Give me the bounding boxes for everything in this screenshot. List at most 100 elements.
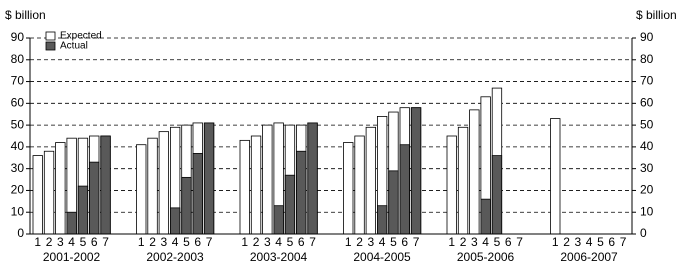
bar	[169, 207, 181, 235]
bar	[376, 205, 388, 235]
y-axis-label: $ billion	[5, 8, 46, 22]
x-tick-label: 6	[608, 235, 615, 249]
x-group-label: 2001-2002	[43, 250, 101, 264]
x-tick-label: 2	[46, 235, 53, 249]
y2-tick-label: 90	[640, 30, 654, 44]
x-tick-label: 1	[138, 235, 145, 249]
y-tick-label: 10	[11, 204, 25, 218]
x-tick-label: 5	[494, 235, 501, 249]
x-tick-label: 1	[448, 235, 455, 249]
bar	[480, 198, 491, 235]
bar	[550, 118, 561, 235]
bar	[147, 137, 158, 235]
bar	[365, 126, 377, 235]
bar	[43, 150, 55, 235]
x-tick-label: 2	[563, 235, 570, 249]
y2-tick-label: 50	[640, 117, 654, 131]
x-group-label: 2004-2005	[353, 250, 411, 264]
x-tick-label: 5	[183, 235, 190, 249]
x-tick-label: 7	[413, 235, 420, 249]
x-tick-label: 4	[379, 235, 386, 249]
bar	[273, 205, 284, 235]
y-tick-label: 70	[11, 74, 25, 88]
x-tick-label: 6	[401, 235, 408, 249]
legend-swatch	[45, 31, 56, 41]
y2-tick-label: 0	[640, 226, 647, 240]
x-tick-label: 4	[275, 235, 282, 249]
y2-axis-label: $ billion	[636, 8, 677, 22]
y2-tick-label: 70	[640, 74, 654, 88]
bar	[239, 139, 250, 235]
x-tick-label: 1	[241, 235, 248, 249]
x-group-label: 2003-2004	[250, 250, 308, 264]
bar	[77, 185, 89, 235]
x-group-label: 2002-2003	[146, 250, 204, 264]
x-tick-label: 1	[34, 235, 41, 249]
bar	[66, 211, 77, 235]
bar	[296, 150, 307, 235]
bar	[399, 144, 410, 235]
y2-tick-label: 10	[640, 204, 654, 218]
bar	[262, 124, 273, 235]
x-tick-label: 7	[516, 235, 523, 249]
legend-label: Expected	[60, 31, 102, 42]
bar	[491, 155, 503, 235]
bar	[388, 170, 399, 235]
x-tick-label: 6	[505, 235, 512, 249]
y-tick-label: 30	[11, 161, 25, 175]
x-tick-label: 4	[482, 235, 489, 249]
bar	[457, 126, 469, 235]
bar	[203, 122, 215, 235]
x-tick-label: 6	[194, 235, 201, 249]
y-tick-label: 80	[11, 52, 25, 66]
bar	[284, 174, 296, 235]
y-tick-label: 60	[11, 96, 25, 110]
bar	[181, 176, 192, 235]
x-tick-label: 7	[102, 235, 109, 249]
bar	[446, 135, 457, 235]
bar	[136, 144, 147, 235]
bar	[354, 135, 365, 235]
y2-tick-label: 40	[640, 139, 654, 153]
y-tick-label: 40	[11, 139, 25, 153]
bar	[192, 153, 203, 235]
x-tick-label: 7	[309, 235, 316, 249]
bar	[469, 109, 480, 235]
x-tick-label: 3	[368, 235, 375, 249]
x-tick-label: 7	[206, 235, 213, 249]
y2-tick-label: 30	[640, 161, 654, 175]
bar	[307, 122, 318, 235]
x-tick-label: 3	[161, 235, 168, 249]
x-tick-label: 2	[253, 235, 260, 249]
x-tick-label: 6	[298, 235, 305, 249]
x-tick-label: 3	[264, 235, 271, 249]
y-tick-label: 50	[11, 117, 25, 131]
x-group-label: 2006-2007	[560, 250, 618, 264]
x-tick-label: 2	[149, 235, 156, 249]
x-group-label: 2005-2006	[457, 250, 515, 264]
bar	[32, 155, 43, 235]
x-tick-label: 4	[68, 235, 75, 249]
x-tick-label: 1	[345, 235, 352, 249]
bar	[89, 161, 100, 235]
bar	[343, 142, 354, 235]
y-tick-label: 90	[11, 30, 25, 44]
x-tick-label: 2	[460, 235, 467, 249]
x-tick-label: 6	[91, 235, 98, 249]
y-tick-label: 0	[17, 226, 24, 240]
legend-swatch	[45, 41, 56, 51]
y2-tick-label: 80	[640, 52, 654, 66]
x-tick-label: 7	[620, 235, 627, 249]
legend-label: Actual	[60, 41, 88, 52]
bar	[410, 107, 422, 235]
x-tick-label: 5	[287, 235, 294, 249]
x-tick-label: 5	[390, 235, 397, 249]
x-tick-label: 3	[471, 235, 478, 249]
x-tick-label: 4	[586, 235, 593, 249]
y2-tick-label: 20	[640, 183, 654, 197]
y-tick-label: 20	[11, 183, 25, 197]
bar	[250, 135, 262, 235]
x-tick-label: 5	[80, 235, 87, 249]
y2-tick-label: 60	[640, 96, 654, 110]
x-tick-label: 4	[172, 235, 179, 249]
